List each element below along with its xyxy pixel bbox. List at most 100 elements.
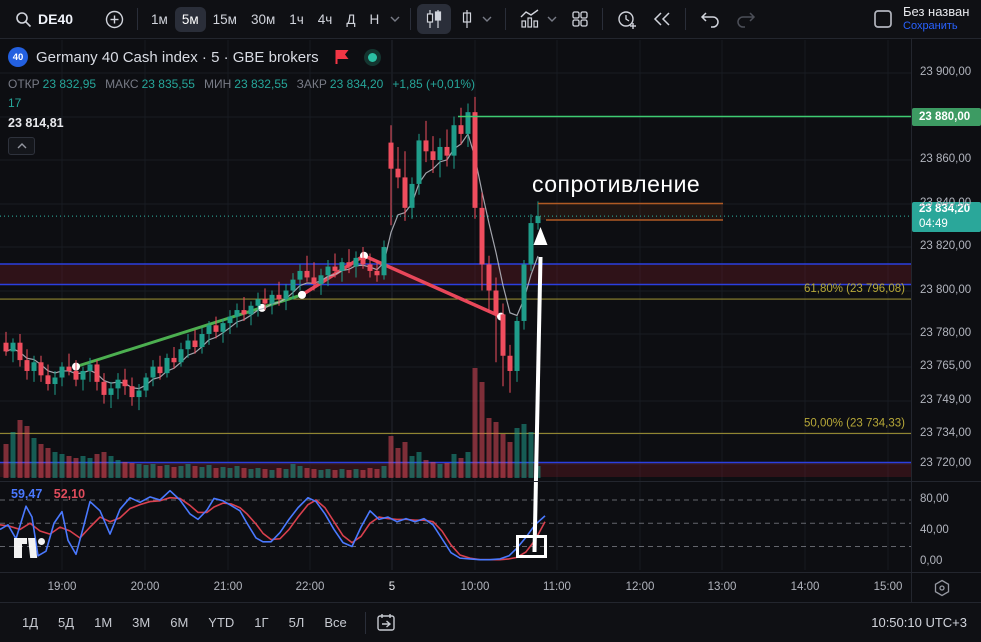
- stochastic-layer: [0, 489, 911, 561]
- go-to-date-icon[interactable]: [376, 613, 396, 632]
- interval-Н[interactable]: Н: [369, 11, 380, 27]
- range-group: 1Д 5Д 1М 3М 6М YTD 1Г 5Л Все: [14, 611, 355, 634]
- price-axis-label: 23 780,00: [920, 327, 972, 339]
- time-axis[interactable]: 19:00 20:00 21:00 22:00 5 10:00 11:00 12:00 13:0…: [0, 572, 981, 602]
- save-link[interactable]: Сохранить: [903, 20, 958, 32]
- price-axis-label: 23 820,00: [920, 240, 972, 252]
- last-price-label: 23 834,20 04:49: [912, 202, 981, 232]
- chart-canvas[interactable]: 61,80% (23 796,08) 50,00% (23 734,33): [0, 39, 911, 572]
- price-axis-label: 23 749,00: [920, 394, 972, 406]
- range-6М[interactable]: 6М: [170, 615, 189, 630]
- chart-type-candles-button[interactable]: [417, 4, 452, 34]
- indicators-icon: [519, 9, 541, 29]
- toolbar-divider: [137, 8, 139, 30]
- resistance-annotation[interactable]: сопротивление: [532, 171, 701, 197]
- top-toolbar: DE40 1м 5м 15м 30м 1ч 4ч Д Н: [0, 0, 981, 39]
- toolbar-divider: [685, 8, 687, 30]
- time-axis-label: 10:00: [460, 581, 490, 593]
- replay-button[interactable]: [645, 6, 679, 32]
- ohlc-pair: ЗАКР 23 834,20: [296, 77, 384, 91]
- alert-button[interactable]: [609, 4, 645, 35]
- chart-type-alt-button[interactable]: [451, 4, 499, 34]
- price-axis-label: 23 840,00: [920, 197, 972, 209]
- price-axis[interactable]: 23 880,00 23 834,20 04:49 23 900,00 23 86…: [912, 39, 981, 572]
- symbol-logo: 40: [8, 47, 28, 67]
- redo-icon: [735, 10, 757, 28]
- interval-Д[interactable]: Д: [346, 11, 356, 27]
- ma-value: 23 814,81: [8, 116, 64, 130]
- candles-icon: [424, 9, 444, 29]
- price-axis-label: 80,00: [920, 493, 949, 505]
- ma-layer: [5, 132, 539, 390]
- range-1М[interactable]: 1М: [94, 615, 113, 630]
- range-Все[interactable]: Все: [324, 615, 347, 630]
- price-axis-label: 0,00: [920, 555, 943, 567]
- alert-clock-icon: [616, 9, 638, 30]
- range-YTD[interactable]: YTD: [208, 615, 235, 630]
- plus-circle-icon: [105, 10, 124, 29]
- interval-dropdown-icon[interactable]: [390, 16, 400, 22]
- range-3М[interactable]: 3М: [132, 615, 151, 630]
- market-status-dot[interactable]: [363, 48, 381, 66]
- price-axis-label: 40,00: [920, 524, 949, 536]
- annotation-layer: [516, 227, 548, 558]
- ohlc-row: ОТКР 23 832,95 МАКС 23 835,55 МИН 23 832,55 ЗА…: [8, 77, 475, 91]
- stochastic-legend: 59,47 52,10: [11, 487, 85, 501]
- interval-1м[interactable]: 1м: [151, 11, 168, 27]
- interval-1ч[interactable]: 1ч: [289, 11, 304, 27]
- axis-settings-icon[interactable]: [933, 579, 951, 597]
- time-axis-label: 12:00: [625, 581, 655, 593]
- layout-grid-button[interactable]: [564, 5, 596, 33]
- grid-icon: [571, 10, 589, 28]
- symbol-name: DE40: [38, 11, 74, 27]
- stoch-k-value: 59,47: [11, 487, 43, 501]
- clock[interactable]: 10:50:10 UTC+3: [871, 615, 967, 630]
- search-icon: [15, 11, 32, 28]
- tradingview-logo[interactable]: [14, 538, 47, 564]
- range-5Д[interactable]: 5Д: [58, 615, 75, 630]
- hline-price-label: 23 880,00: [912, 108, 981, 126]
- price-change: +1,85 (+0,01%): [392, 77, 476, 91]
- range-1Г[interactable]: 1Г: [254, 615, 269, 630]
- ohlc-pair: ОТКР 23 832,95: [8, 77, 97, 91]
- price-axis-label: 23 800,00: [920, 284, 972, 296]
- price-axis-label: 23 765,00: [920, 360, 972, 372]
- time-axis-label: 20:00: [130, 581, 160, 593]
- time-axis-label: 15:00: [873, 581, 903, 593]
- compare-add-button[interactable]: [98, 5, 131, 34]
- svg-text:50,00% (23 734,33): 50,00% (23 734,33): [804, 417, 905, 429]
- ohlc-pair: МИН 23 832,55: [203, 77, 288, 91]
- undo-icon: [699, 10, 721, 28]
- volume-layer: [3, 368, 541, 478]
- flag-icon[interactable]: [335, 49, 350, 65]
- bar-countdown: 04:49: [919, 218, 948, 230]
- volume-value: 17: [8, 96, 22, 110]
- legend-title[interactable]: Germany 40 Cash index · 5 · GBE brokers: [36, 48, 319, 66]
- interval-4ч[interactable]: 4ч: [317, 11, 333, 27]
- pane-divider[interactable]: [0, 481, 981, 482]
- range-5Л[interactable]: 5Л: [288, 615, 305, 630]
- layout-square-icon[interactable]: [873, 9, 893, 29]
- symbol-search-button[interactable]: DE40: [8, 6, 80, 33]
- indicators-button[interactable]: [512, 4, 564, 34]
- interval-5м[interactable]: 5м: [174, 6, 206, 32]
- range-1Д[interactable]: 1Д: [22, 615, 39, 630]
- layout-title[interactable]: Без назван: [903, 5, 970, 19]
- interval-30м[interactable]: 30м: [250, 11, 276, 27]
- candles-layer: [3, 96, 541, 411]
- legend-collapse-button[interactable]: [8, 137, 35, 155]
- chevron-down-icon: [482, 16, 492, 22]
- undo-button[interactable]: [692, 5, 728, 33]
- toolbar-divider: [505, 8, 507, 30]
- toolbar-divider: [410, 8, 412, 30]
- interval-15м[interactable]: 15м: [212, 11, 237, 27]
- resistance-layer: [538, 202, 723, 221]
- redo-button[interactable]: [728, 5, 764, 33]
- time-axis-label: 22:00: [295, 581, 325, 593]
- chevron-down-icon: [547, 16, 557, 22]
- fib-layer: 61,80% (23 796,08) 50,00% (23 734,33): [0, 283, 911, 434]
- chart-legend: 40 Germany 40 Cash index · 5 · GBE broke…: [8, 46, 475, 155]
- ohlc-pair: МАКС 23 835,55: [105, 77, 195, 91]
- price-axis-label: 23 860,00: [920, 153, 972, 165]
